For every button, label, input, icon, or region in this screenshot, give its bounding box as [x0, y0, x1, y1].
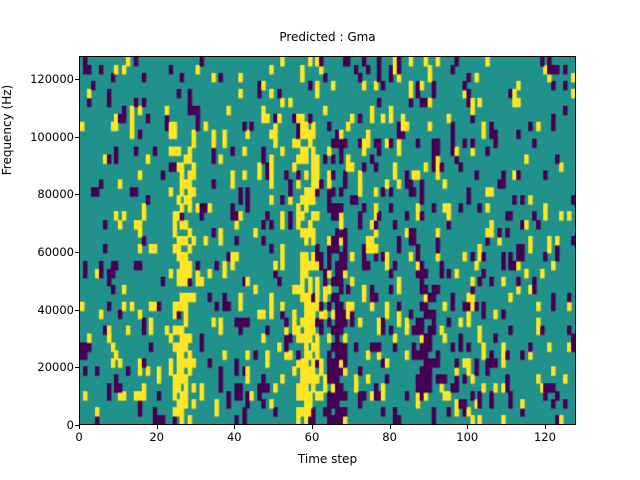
y-tick-label: 100000: [30, 129, 74, 144]
x-tick-mark: [467, 425, 468, 429]
y-tick-mark: [75, 79, 79, 80]
x-tick-label: 0: [75, 430, 83, 444]
y-tick-mark: [75, 137, 79, 138]
x-tick-label: 80: [382, 430, 397, 444]
x-tick-label: 40: [226, 430, 242, 444]
y-tick-mark: [75, 425, 79, 426]
x-tick-label: 120: [533, 430, 556, 444]
x-tick-mark: [79, 425, 80, 429]
y-tick-mark: [75, 194, 79, 195]
chart-title: Predicted : Gma: [279, 30, 376, 44]
x-tick-label: 20: [149, 430, 164, 444]
x-tick-mark: [312, 425, 313, 429]
y-tick-mark: [75, 367, 79, 368]
y-tick-label: 120000: [30, 72, 74, 87]
y-tick-label: 0: [66, 418, 74, 432]
y-tick-label: 40000: [37, 302, 74, 317]
y-tick-label: 80000: [37, 187, 74, 202]
x-tick-mark: [234, 425, 235, 429]
x-tick-label: 60: [304, 430, 320, 444]
y-tick-label: 60000: [37, 245, 74, 260]
y-tick-label: 20000: [37, 360, 74, 375]
plot-area: [79, 56, 576, 425]
y-tick-mark: [75, 252, 79, 253]
x-tick-mark: [390, 425, 391, 429]
y-tick-mark: [75, 310, 79, 311]
x-tick-label: 100: [456, 430, 479, 444]
x-tick-mark: [157, 425, 158, 429]
x-tick-mark: [545, 425, 546, 429]
heatmap-image: [80, 57, 575, 424]
x-axis-label: Time step: [297, 452, 358, 466]
